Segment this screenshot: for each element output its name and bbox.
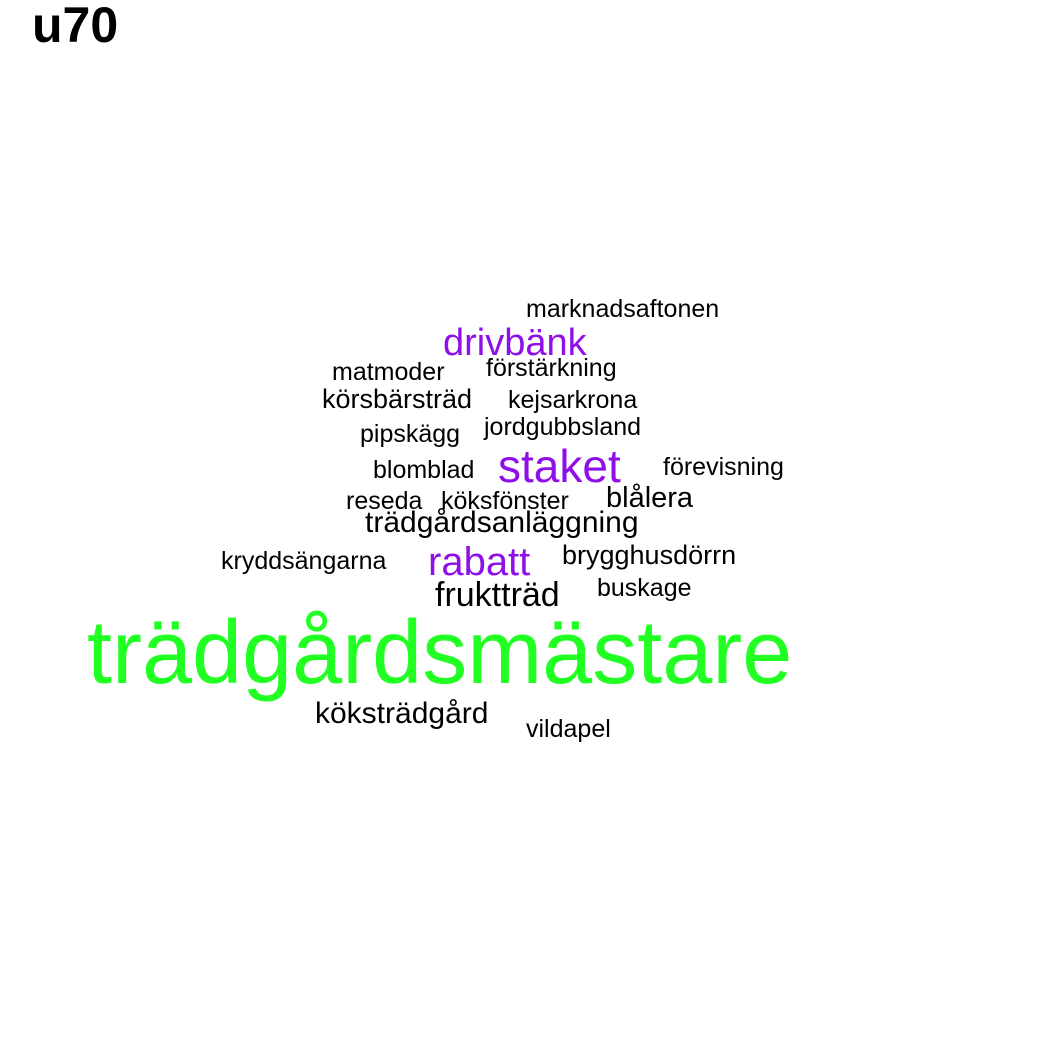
word-rabatt: rabatt <box>428 540 531 584</box>
word-reseda: reseda <box>346 487 423 515</box>
page-title: u70 <box>32 0 119 53</box>
word-kokstradgard: köksträdgård <box>315 697 489 730</box>
word-marknadsaftonen: marknadsaftonen <box>526 295 720 323</box>
word-tradgardsanlaggning: trädgårdsanläggning <box>365 506 639 539</box>
word-tradgardsmastare: trädgårdsmästare <box>87 603 793 703</box>
word-fruktrad: fruktträd <box>435 576 560 614</box>
word-kejsarkrona: kejsarkrona <box>508 386 638 414</box>
word-forstarkning: förstärkning <box>486 354 617 382</box>
word-forevisning: förevisning <box>663 453 784 481</box>
word-korsbarstrad: körsbärsträd <box>322 384 473 414</box>
word-drivbank: drivbänk <box>443 322 587 364</box>
word-koksfonster: köksfönster <box>441 487 569 515</box>
word-jordgubbsland: jordgubbsland <box>484 413 642 441</box>
word-vildapel: vildapel <box>526 715 611 743</box>
word-blalera: blålera <box>606 482 694 514</box>
word-pipskagg: pipskägg <box>360 420 461 448</box>
word-matmoder: matmoder <box>332 358 445 386</box>
word-brygghusdorrn: brygghusdörrn <box>562 540 737 570</box>
word-blomblad: blomblad <box>373 456 475 484</box>
word-kryddsangarna: kryddsängarna <box>221 547 387 575</box>
word-staket: staket <box>498 440 621 492</box>
word-buskage: buskage <box>597 574 692 602</box>
